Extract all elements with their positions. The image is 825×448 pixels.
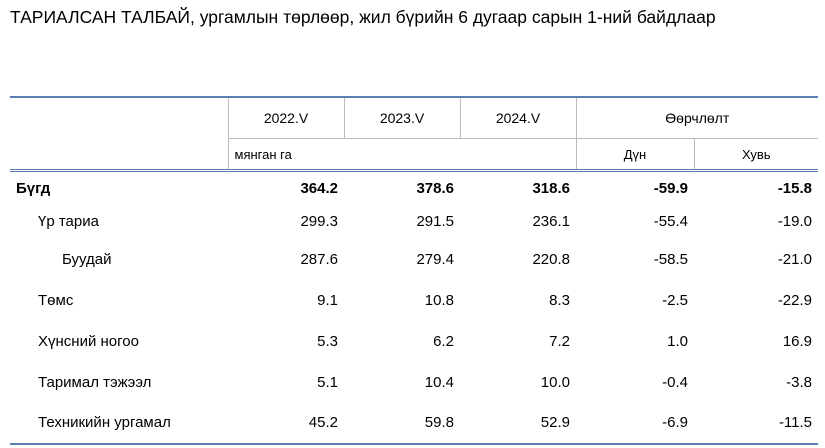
cell: -59.9 (653, 179, 688, 197)
unit: мянган га (227, 138, 576, 172)
cell: 7.2 (549, 332, 570, 350)
row-label: Таримал тэжээл (38, 373, 152, 391)
cell: -2.5 (662, 291, 688, 309)
cell: 378.6 (416, 179, 454, 197)
table-row: Хүнсний ногоо 5.3 6.2 7.2 1.0 16.9 (10, 321, 818, 362)
title: ТАРИАЛСАН ТАЛБАЙ, ургамлын төрлөөр, жил … (10, 7, 716, 27)
header-cell: Өөрчлөлт (575, 96, 819, 139)
cell: 287.6 (300, 250, 338, 268)
row-label: Бүгд (16, 179, 51, 197)
subheader-cell: Дүн (575, 138, 694, 172)
cell: 236.1 (532, 213, 570, 230)
cell: 291.5 (416, 213, 454, 230)
cell: 5.1 (317, 373, 338, 391)
cell: 364.2 (300, 179, 338, 197)
cell: 318.6 (532, 179, 570, 197)
cell: -15.8 (777, 179, 813, 197)
cell: -55.4 (653, 213, 688, 230)
cell: 299.3 (300, 213, 338, 230)
table-row: Техникийн ургамал 45.2 59.8 52.9 -6.9 -11.5 (10, 402, 819, 445)
row-label: Үр тариа (38, 213, 99, 230)
table-row: Буудай 287.6 279.4 220.8 -58.5 -21.0 (10, 239, 818, 280)
cell: 45.2 (228, 402, 344, 445)
cell: -0.4 (662, 373, 688, 391)
cell: 52.9 (460, 402, 576, 445)
cell: 9.1 (317, 291, 338, 309)
cell: 220.8 (532, 250, 570, 268)
cell: -58.5 (653, 250, 688, 268)
cell: -6.9 (576, 402, 694, 445)
table-row: Таримал тэжээл 5.1 10.4 10.0 -0.4 -3.8 (10, 362, 818, 403)
cell: -22.9 (777, 291, 813, 309)
cell: 6.2 (433, 332, 454, 350)
cell: -19.0 (777, 213, 813, 230)
table-row: Бүгд 364.2 378.6 318.6 -59.9 -15.8 (10, 171, 818, 205)
row-label: Техникийн ургамал (10, 402, 228, 445)
cell: 10.4 (424, 373, 454, 391)
row-label: Буудай (62, 250, 112, 268)
subheader-cell: Хувь (693, 138, 819, 172)
cell: 1.0 (667, 332, 688, 350)
cell: -3.8 (786, 373, 813, 391)
cell: -21.0 (777, 250, 813, 268)
cell: -11.5 (694, 402, 819, 445)
cell: 5.3 (317, 332, 338, 350)
corner (10, 138, 228, 172)
cell: 279.4 (416, 250, 454, 268)
header-cell: 2023.V (343, 96, 460, 139)
header-cell: 2022.V (227, 96, 344, 139)
data-table: 2022.V 2023.V 2024.V Өөрчлөлт мянган га … (10, 96, 819, 445)
table-row: Үр тариа 299.3 291.5 236.1 -55.4 -19.0 (10, 205, 818, 239)
cell: 10.0 (540, 373, 570, 391)
header-cell: 2024.V (459, 96, 576, 139)
cell: 8.3 (549, 291, 570, 309)
cell: 10.8 (424, 291, 454, 309)
cell: 59.8 (344, 402, 460, 445)
table-row: Төмс 9.1 10.8 8.3 -2.5 -22.9 (10, 280, 818, 321)
cell: 16.9 (782, 332, 813, 350)
corner (10, 96, 228, 139)
row-label: Хүнсний ногоо (38, 332, 139, 350)
table-body: Бүгд 364.2 378.6 318.6 -59.9 -15.8 Үр тариа 299… (10, 171, 819, 445)
row-label: Төмс (38, 291, 74, 309)
